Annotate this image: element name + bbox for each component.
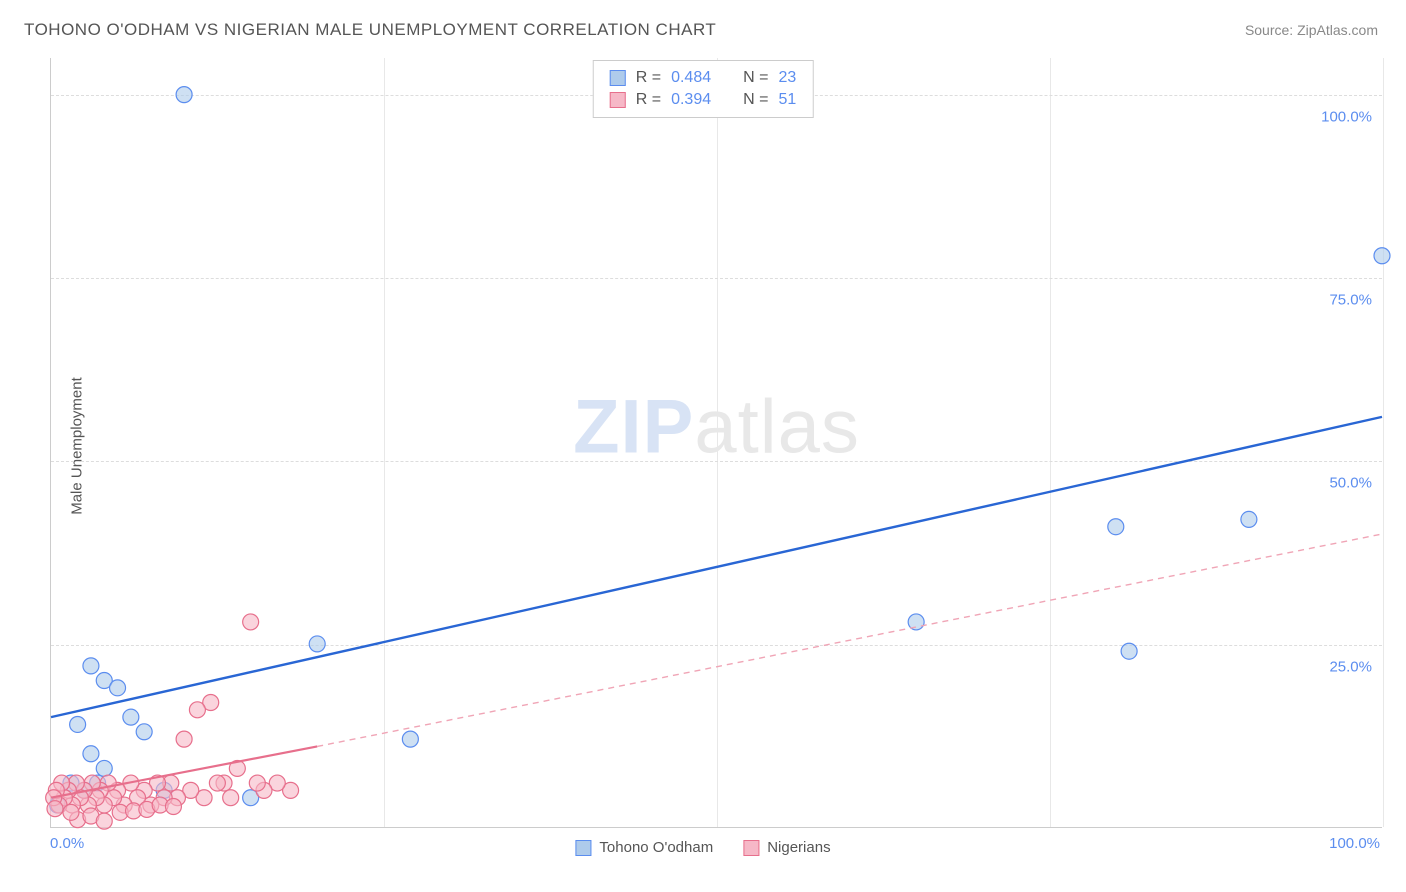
scatter-point — [47, 801, 63, 817]
scatter-point — [176, 731, 192, 747]
scatter-point — [83, 658, 99, 674]
scatter-point — [189, 702, 205, 718]
r-value: 0.484 — [671, 69, 711, 87]
legend-swatch — [610, 70, 626, 86]
chart-title: TOHONO O'ODHAM VS NIGERIAN MALE UNEMPLOY… — [24, 20, 716, 40]
plot-area: ZIPatlas 25.0%50.0%75.0%100.0% — [50, 58, 1382, 828]
legend-item: Nigerians — [743, 839, 830, 856]
legend-label: Nigerians — [767, 839, 830, 856]
scatter-point — [176, 87, 192, 103]
scatter-point — [123, 709, 139, 725]
scatter-point — [136, 724, 152, 740]
scatter-point — [1108, 519, 1124, 535]
stats-row: R = 0.394 N = 51 — [610, 89, 797, 111]
stats-legend-box: R = 0.484 N = 23 R = 0.394 N = 51 — [593, 60, 814, 118]
y-tick-label: 50.0% — [1329, 475, 1372, 492]
stats-row: R = 0.484 N = 23 — [610, 67, 797, 89]
x-tick-min: 0.0% — [50, 835, 84, 852]
x-tick-max: 100.0% — [1329, 835, 1380, 852]
n-label: N = — [743, 69, 768, 87]
scatter-point — [63, 804, 79, 820]
n-value: 51 — [778, 91, 796, 109]
scatter-point — [243, 614, 259, 630]
scatter-point — [70, 716, 86, 732]
legend-swatch — [743, 840, 759, 856]
y-tick-label: 75.0% — [1329, 292, 1372, 309]
trend-line-dashed — [317, 534, 1382, 746]
scatter-point — [209, 775, 225, 791]
gridline-v — [1383, 58, 1384, 827]
chart-svg — [51, 58, 1382, 827]
r-value: 0.394 — [671, 91, 711, 109]
legend-label: Tohono O'odham — [599, 839, 713, 856]
legend-bottom: Tohono O'odham Nigerians — [575, 839, 830, 856]
r-label: R = — [636, 69, 661, 87]
scatter-point — [249, 775, 265, 791]
y-tick-label: 100.0% — [1321, 108, 1372, 125]
scatter-point — [96, 813, 112, 829]
r-label: R = — [636, 91, 661, 109]
n-value: 23 — [778, 69, 796, 87]
scatter-point — [223, 790, 239, 806]
y-tick-label: 25.0% — [1329, 658, 1372, 675]
scatter-point — [309, 636, 325, 652]
legend-swatch — [575, 840, 591, 856]
n-label: N = — [743, 91, 768, 109]
legend-item: Tohono O'odham — [575, 839, 713, 856]
scatter-point — [83, 746, 99, 762]
scatter-point — [402, 731, 418, 747]
source-label: Source: ZipAtlas.com — [1245, 22, 1378, 38]
scatter-point — [1241, 511, 1257, 527]
trend-line — [51, 417, 1382, 717]
scatter-point — [1121, 643, 1137, 659]
scatter-point — [110, 680, 126, 696]
scatter-point — [1374, 248, 1390, 264]
scatter-point — [165, 799, 181, 815]
scatter-point — [96, 760, 112, 776]
legend-swatch — [610, 92, 626, 108]
